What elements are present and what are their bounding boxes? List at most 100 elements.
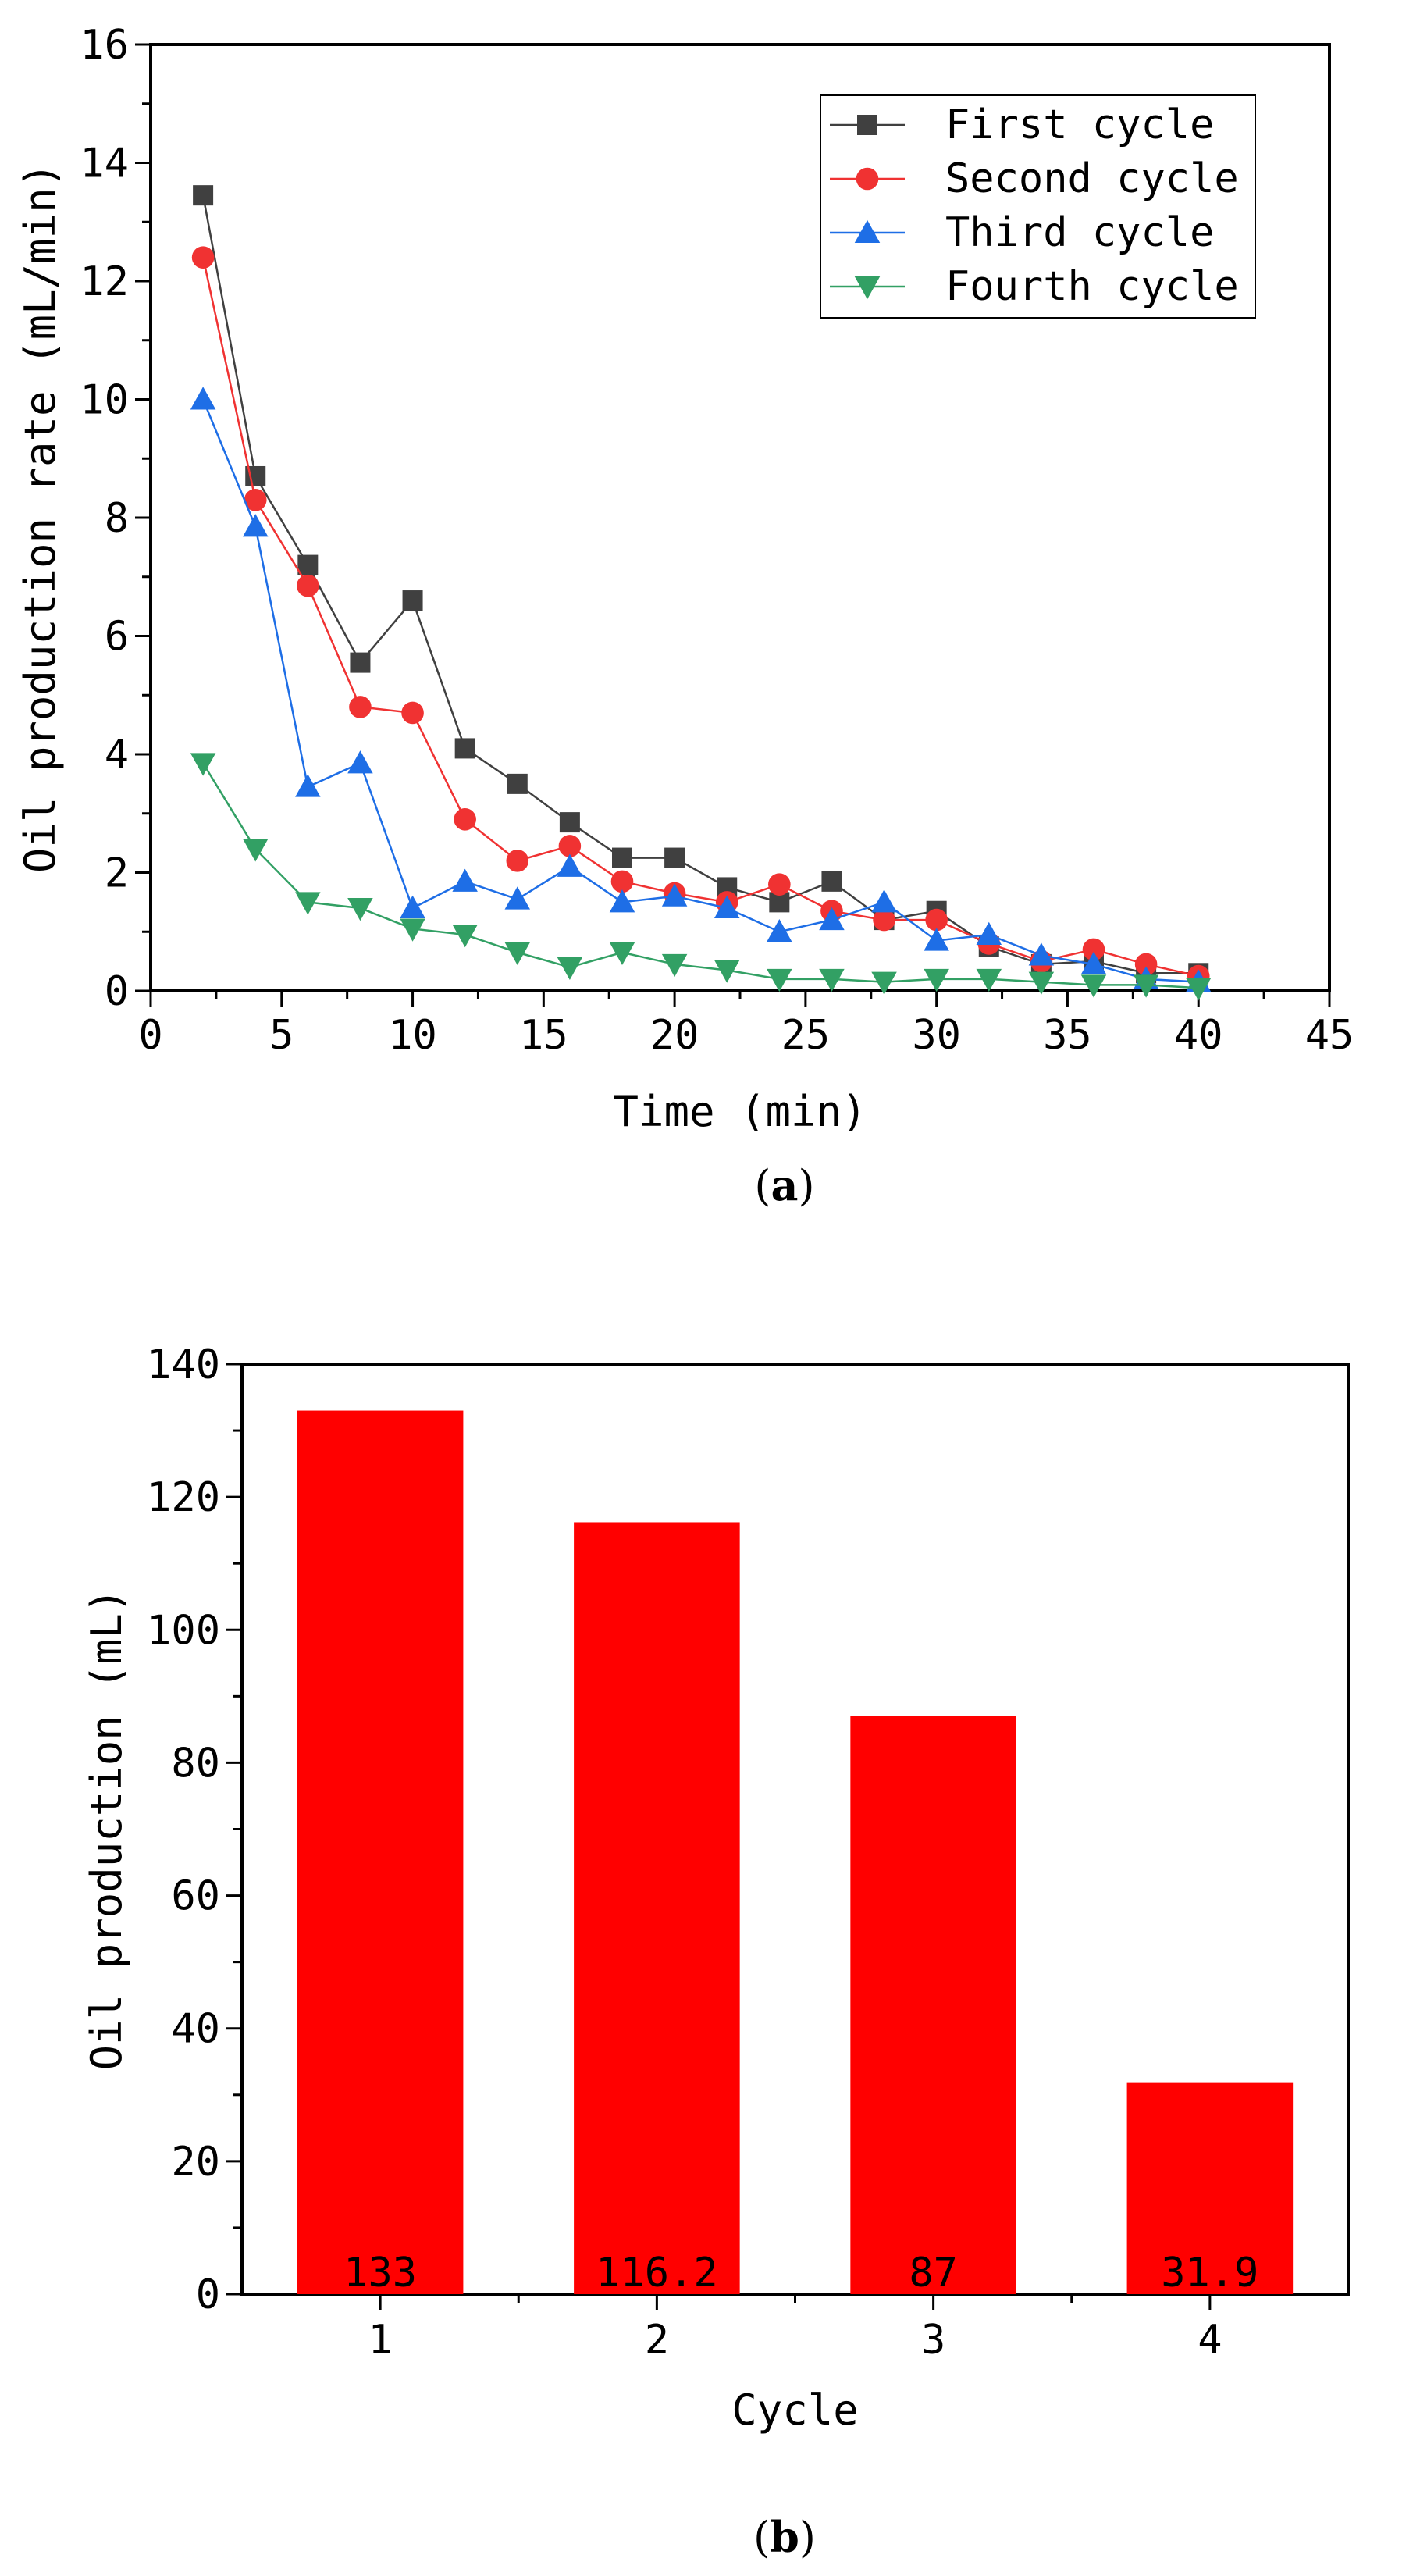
bar-value-label-cycle-4: 31.9 [1161, 2250, 1258, 2296]
y-tick-label: 12 [80, 258, 129, 305]
first-cycle-point [193, 185, 214, 206]
x-tick-label: 45 [1305, 1012, 1354, 1059]
legend-second-cycle-marker [856, 167, 879, 191]
first-cycle-point [612, 847, 632, 868]
y-tick-label: 80 [171, 1740, 220, 1787]
fourth-cycle-point [452, 925, 478, 948]
x-tick-label: 25 [781, 1012, 831, 1059]
legend-first-cycle-marker [857, 115, 877, 135]
second-cycle-point [191, 246, 215, 269]
x-tick-label: 10 [388, 1012, 437, 1059]
third-cycle-point [190, 387, 216, 410]
second-cycle-line [201, 257, 1199, 978]
second-cycle-point [925, 908, 948, 932]
third-cycle-point [976, 921, 1002, 946]
legend-box [820, 94, 1256, 319]
x-tick-label: 4 [1198, 2317, 1222, 2364]
y-tick-label: 60 [171, 1873, 220, 1920]
fourth-cycle-point [767, 968, 792, 992]
third-cycle-point [242, 514, 269, 537]
second-cycle-point [349, 696, 372, 718]
x-axis-title: Time (min) [613, 1087, 867, 1136]
fourth-cycle-point [557, 957, 583, 980]
y-tick-label: 20 [171, 2139, 220, 2186]
fourth-cycle-line [202, 762, 1199, 989]
y-tick-label: 14 [80, 141, 129, 187]
bar-cycle-4 [1126, 2082, 1294, 2294]
y-tick-label: 100 [147, 1607, 220, 1654]
third-cycle-point [924, 928, 949, 951]
bar-cycle-1 [297, 1410, 464, 2294]
x-tick-label: 3 [921, 2317, 945, 2364]
second-cycle-point [558, 835, 582, 857]
y-tick-label: 40 [171, 2006, 220, 2053]
fourth-cycle-point [295, 892, 321, 915]
y-tick-label: 6 [105, 614, 129, 661]
third-cycle-point [767, 919, 792, 942]
second-cycle-point [401, 701, 424, 725]
bar-cycle-2 [574, 1522, 740, 2294]
bar-value-label-cycle-2: 116.2 [596, 2250, 718, 2296]
third-cycle-point [452, 868, 478, 892]
y-axis-title: Oil production (mL) [82, 1588, 131, 2071]
x-tick-label: 40 [1174, 1012, 1223, 1059]
legend-second-cycle-label: Second cycle [945, 155, 1239, 202]
fourth-cycle-point [871, 971, 897, 995]
line-chart-panel-a: 0 5 10 15 20 25 30 35 40 45 0 2 4 6 8 10 12 14 16 First cy… [16, 22, 1354, 1210]
second-cycle-point [297, 574, 319, 597]
legend-first-cycle-label: First cycle [945, 102, 1214, 148]
first-cycle-point [821, 871, 842, 892]
first-cycle-point [297, 554, 319, 575]
fourth-cycle-point [190, 753, 216, 776]
x-tick-label: 15 [519, 1012, 568, 1059]
third-cycle-point [871, 889, 897, 913]
second-cycle-point [1082, 938, 1105, 961]
fourth-cycle-point [504, 942, 531, 966]
first-cycle-point [664, 847, 685, 868]
fourth-cycle-point [1080, 974, 1107, 998]
y-tick-label: 4 [105, 732, 129, 779]
panel-label-a-letter: a [771, 1160, 799, 1210]
third-cycle-point [714, 895, 740, 918]
legend-fourth-cycle-marker [854, 276, 881, 300]
fourth-cycle-point [1185, 978, 1212, 1001]
x-tick-label: 20 [650, 1012, 699, 1059]
second-cycle-point [610, 870, 634, 893]
x-tick-label: 30 [912, 1012, 961, 1059]
panel-label-a: (a) [754, 1160, 814, 1210]
first-cycle-point [350, 652, 371, 673]
panel-label-a-close: ) [799, 1161, 815, 1210]
second-cycle-point [1134, 953, 1158, 976]
third-cycle-point [819, 907, 845, 931]
y-tick-label: 140 [147, 1341, 220, 1388]
first-cycle-point [559, 812, 580, 833]
y-tick-label: 0 [196, 2271, 220, 2318]
second-cycle-point [873, 908, 895, 932]
third-cycle-point [295, 774, 321, 797]
fourth-cycle-point [924, 968, 949, 992]
y-tick-label: 10 [80, 377, 129, 424]
y-tick-label: 16 [80, 22, 129, 69]
panel-label-b: (b) [753, 2512, 816, 2562]
third-cycle-point [1028, 942, 1055, 966]
y-tick-label: 2 [105, 850, 129, 897]
x-tick-label: 0 [138, 1012, 162, 1059]
fourth-cycle-point [714, 960, 740, 983]
y-tick-label: 8 [105, 495, 129, 542]
x-tick-label: 2 [645, 2317, 669, 2364]
legend-third-cycle-marker [854, 219, 881, 243]
panel-label-b-open: ( [753, 2513, 770, 2562]
fourth-cycle-point [1028, 971, 1055, 995]
third-cycle-point [1080, 951, 1107, 974]
second-cycle-point [506, 850, 529, 872]
third-cycle-point [609, 889, 635, 913]
first-cycle-point [507, 773, 528, 794]
x-tick-label: 5 [269, 1012, 294, 1059]
second-cycle-point [244, 488, 267, 511]
y-tick-label: 0 [105, 968, 129, 1015]
legend-third-cycle-label: Third cycle [945, 209, 1214, 256]
y-axis-title: Oil production rate (mL/min) [16, 162, 65, 873]
x-axis-title: Cycle [731, 2385, 859, 2435]
bar-cycle-3 [850, 1716, 1016, 2294]
